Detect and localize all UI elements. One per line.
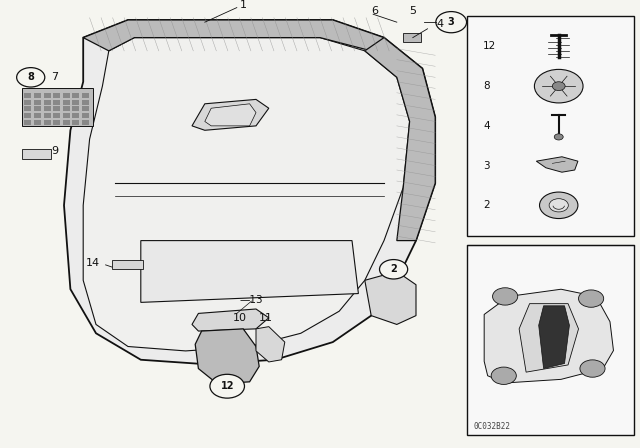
Polygon shape — [83, 20, 384, 51]
Polygon shape — [539, 306, 570, 369]
Text: 8: 8 — [28, 72, 34, 82]
Text: 12: 12 — [220, 381, 234, 391]
Bar — [24, 100, 31, 105]
Text: 7: 7 — [51, 72, 58, 82]
Bar — [82, 100, 89, 105]
Text: 1: 1 — [240, 0, 246, 9]
Circle shape — [554, 134, 563, 140]
Bar — [82, 113, 89, 118]
Bar — [53, 100, 60, 105]
Bar — [34, 93, 41, 98]
Text: 3: 3 — [448, 17, 454, 27]
Bar — [63, 113, 70, 118]
Polygon shape — [192, 309, 269, 331]
Bar — [44, 93, 51, 98]
Text: 8: 8 — [483, 81, 490, 91]
Circle shape — [493, 288, 518, 305]
Bar — [82, 107, 89, 111]
Bar — [63, 93, 70, 98]
Bar — [34, 100, 41, 105]
Text: 2: 2 — [483, 200, 490, 210]
Circle shape — [491, 367, 516, 384]
Circle shape — [17, 68, 45, 87]
Bar — [53, 107, 60, 111]
Circle shape — [580, 360, 605, 377]
Text: —13: —13 — [240, 295, 264, 305]
Circle shape — [549, 198, 568, 212]
Bar — [44, 100, 51, 105]
Bar — [467, 245, 634, 435]
Circle shape — [540, 192, 578, 219]
Bar — [53, 120, 60, 125]
Bar — [63, 107, 70, 111]
Bar — [403, 33, 421, 42]
Bar — [22, 88, 93, 126]
Bar — [82, 120, 89, 125]
Bar — [72, 120, 79, 125]
Polygon shape — [83, 38, 410, 351]
Bar — [82, 93, 89, 98]
Bar — [44, 107, 51, 111]
Polygon shape — [365, 271, 416, 324]
Polygon shape — [536, 157, 578, 172]
Circle shape — [380, 259, 408, 279]
Text: 10: 10 — [233, 313, 247, 323]
Polygon shape — [519, 304, 579, 372]
Polygon shape — [64, 20, 435, 364]
Text: 12: 12 — [483, 41, 497, 52]
Circle shape — [534, 69, 583, 103]
Bar — [22, 149, 51, 159]
Text: 14: 14 — [86, 258, 100, 267]
Bar — [72, 113, 79, 118]
Bar — [72, 107, 79, 111]
Text: 9: 9 — [51, 146, 58, 156]
Circle shape — [436, 12, 467, 33]
Text: 0C032B22: 0C032B22 — [474, 422, 511, 431]
Text: 11: 11 — [259, 313, 273, 323]
Text: 2: 2 — [390, 264, 397, 274]
Polygon shape — [256, 327, 285, 362]
Bar — [72, 100, 79, 105]
Text: 4: 4 — [436, 19, 444, 30]
Bar — [24, 93, 31, 98]
Bar — [44, 113, 51, 118]
Bar — [34, 113, 41, 118]
Bar — [63, 120, 70, 125]
Bar — [53, 93, 60, 98]
Text: 3: 3 — [483, 160, 490, 171]
Circle shape — [579, 290, 604, 307]
Polygon shape — [484, 289, 614, 383]
Circle shape — [210, 375, 244, 398]
Bar — [34, 107, 41, 111]
Bar — [467, 16, 634, 236]
Circle shape — [552, 82, 565, 90]
Bar — [24, 107, 31, 111]
Bar — [63, 100, 70, 105]
Polygon shape — [365, 38, 435, 241]
Bar — [72, 93, 79, 98]
Bar — [53, 113, 60, 118]
Text: 6: 6 — [371, 6, 378, 16]
Bar — [112, 259, 143, 269]
Polygon shape — [195, 329, 259, 384]
Bar — [24, 113, 31, 118]
Text: 4: 4 — [483, 121, 490, 131]
Bar — [34, 120, 41, 125]
Polygon shape — [192, 99, 269, 130]
Polygon shape — [141, 241, 358, 302]
Polygon shape — [205, 104, 256, 126]
Bar — [24, 120, 31, 125]
Text: 5: 5 — [410, 6, 416, 16]
Bar — [44, 120, 51, 125]
